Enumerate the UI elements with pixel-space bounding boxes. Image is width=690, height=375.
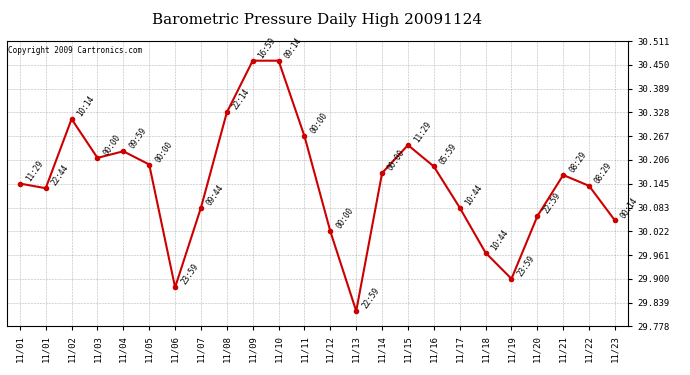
Text: 08:29: 08:29 [593,161,614,185]
Text: 10:14: 10:14 [76,94,97,118]
Text: 09:14: 09:14 [283,36,304,60]
Text: 00:00: 00:00 [335,207,355,231]
Text: Copyright 2009 Cartronics.com: Copyright 2009 Cartronics.com [8,45,141,54]
Text: 00:14: 00:14 [619,196,640,220]
Text: 23:59: 23:59 [179,262,200,286]
Text: 09:59: 09:59 [128,126,148,150]
Text: 22:59: 22:59 [360,286,381,310]
Text: 00:00: 00:00 [386,148,407,172]
Text: 08:29: 08:29 [567,150,588,174]
Text: 16:59: 16:59 [257,36,277,60]
Text: Barometric Pressure Daily High 20091124: Barometric Pressure Daily High 20091124 [152,13,482,27]
Text: 22:59: 22:59 [542,191,562,216]
Text: 00:00: 00:00 [153,140,174,164]
Text: 00:00: 00:00 [101,133,122,157]
Text: 23:59: 23:59 [515,254,536,278]
Text: 10:44: 10:44 [490,228,511,252]
Text: 09:44: 09:44 [205,183,226,207]
Text: 22:44: 22:44 [50,164,70,188]
Text: 10:44: 10:44 [464,183,484,207]
Text: 11:29: 11:29 [412,120,433,144]
Text: 11:29: 11:29 [24,159,45,183]
Text: 22:14: 22:14 [231,87,252,112]
Text: 00:00: 00:00 [308,111,329,135]
Text: 05:59: 05:59 [438,142,459,166]
